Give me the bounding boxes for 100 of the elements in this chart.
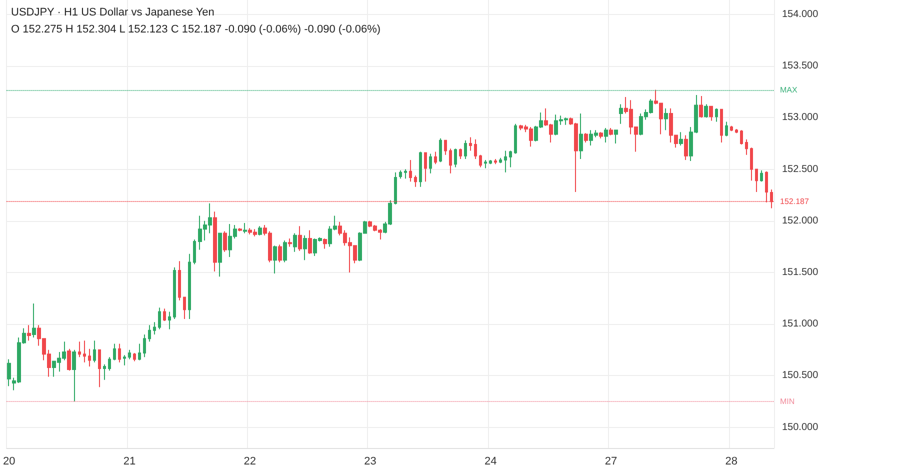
candlestick	[298, 226, 302, 252]
candlestick	[750, 147, 753, 182]
candlestick	[103, 364, 106, 380]
candlestick	[755, 168, 758, 192]
candlestick	[715, 108, 718, 122]
candlestick	[419, 151, 422, 188]
ref-line-label: 152.187	[780, 196, 810, 206]
candlestick	[424, 152, 427, 182]
candlestick	[604, 128, 608, 143]
candlestick	[243, 222, 247, 234]
candlestick	[138, 343, 141, 361]
candlestick	[98, 349, 101, 388]
x-tick-label: 21	[123, 456, 136, 467]
candlestick	[308, 230, 312, 254]
candlestick	[218, 232, 222, 278]
candlestick	[283, 240, 287, 263]
candlestick	[484, 160, 487, 169]
candlestick	[238, 228, 242, 232]
candlestick	[83, 340, 86, 363]
candlestick	[32, 302, 36, 338]
candlestick	[278, 244, 282, 263]
candlestick	[709, 106, 713, 122]
candlestick	[108, 356, 111, 372]
candlestick	[183, 296, 186, 320]
candlestick	[464, 140, 467, 160]
ref-line-label: MAX	[780, 85, 798, 94]
candlestick	[489, 160, 492, 165]
candlestick	[579, 113, 583, 160]
y-tick-label: 151.000	[782, 318, 819, 330]
candlestick	[599, 132, 603, 139]
y-tick-label: 154.000	[782, 8, 819, 20]
candlestick	[454, 148, 457, 168]
candlestick	[499, 157, 502, 164]
candlestick	[113, 343, 116, 361]
candlestick	[619, 104, 623, 124]
candlestick	[193, 238, 196, 265]
candlestick	[509, 150, 512, 168]
candlestick	[404, 168, 407, 180]
candlestick	[479, 154, 482, 168]
candlestick	[725, 121, 728, 137]
candlestick	[93, 340, 96, 363]
candlestick	[288, 238, 292, 248]
candlestick	[163, 308, 166, 322]
y-tick-label: 150.500	[782, 370, 819, 382]
candlestick	[78, 341, 81, 358]
candlestick	[740, 130, 743, 146]
candlestick	[67, 348, 71, 372]
candlestick	[439, 138, 442, 163]
candlestick	[7, 358, 11, 387]
candlestick	[72, 349, 76, 402]
candlestick	[699, 96, 703, 118]
y-tick-label: 153.000	[782, 112, 819, 124]
candlestick	[123, 354, 126, 366]
candlestick	[273, 245, 277, 274]
x-tick-label: 20	[2, 456, 16, 467]
candlestick	[704, 104, 708, 118]
candlestick	[399, 170, 402, 180]
candlestick	[143, 334, 146, 358]
candlestick	[188, 253, 191, 320]
candlestick	[735, 128, 738, 134]
x-tick-label: 23	[364, 456, 376, 467]
x-tick-label: 24	[484, 456, 497, 467]
candlestick	[720, 108, 723, 143]
candlestick	[609, 128, 613, 136]
y-tick-label: 151.500	[782, 267, 819, 278]
candlestick	[429, 153, 432, 174]
candlestick	[414, 174, 417, 188]
text: O 152.275 H 152.304 L 152.123 C 152.187 -0.090 (-0.06%) -0.090 (-0.06%)	[11, 24, 381, 36]
y-tick-label: 150.000	[782, 422, 819, 433]
candlestick	[168, 311, 171, 330]
candlestick	[128, 349, 131, 360]
candlestick	[133, 352, 136, 362]
candlestick	[173, 266, 176, 320]
candlestick	[178, 260, 181, 301]
candlestick	[258, 226, 262, 236]
x-tick-label: 28	[725, 456, 738, 467]
y-tick-label: 152.500	[782, 164, 819, 175]
candlestick	[504, 150, 507, 173]
y-tick-label: 153.500	[782, 60, 819, 72]
candlestick	[449, 148, 452, 174]
candlestick	[223, 230, 227, 252]
candlestick	[730, 125, 733, 132]
candlestick	[745, 138, 748, 156]
candlestick	[514, 123, 517, 154]
ref-line-label: MIN	[780, 397, 795, 406]
candlestick	[679, 132, 683, 146]
candlestick	[684, 134, 688, 160]
candlestick	[614, 130, 618, 144]
candlestick	[760, 170, 763, 182]
candlestick	[303, 234, 307, 261]
x-tick-label: 27	[604, 456, 618, 467]
text: USDJPY · H1 US Dollar vs Japanese Yen	[11, 6, 214, 18]
candlestick	[444, 140, 447, 156]
candlestick	[148, 324, 151, 342]
candlestick	[27, 324, 31, 342]
candlestick	[213, 211, 217, 272]
candlestick	[394, 172, 397, 205]
candlestick	[118, 343, 121, 363]
candlestick	[409, 160, 412, 182]
candlestick	[153, 322, 156, 335]
